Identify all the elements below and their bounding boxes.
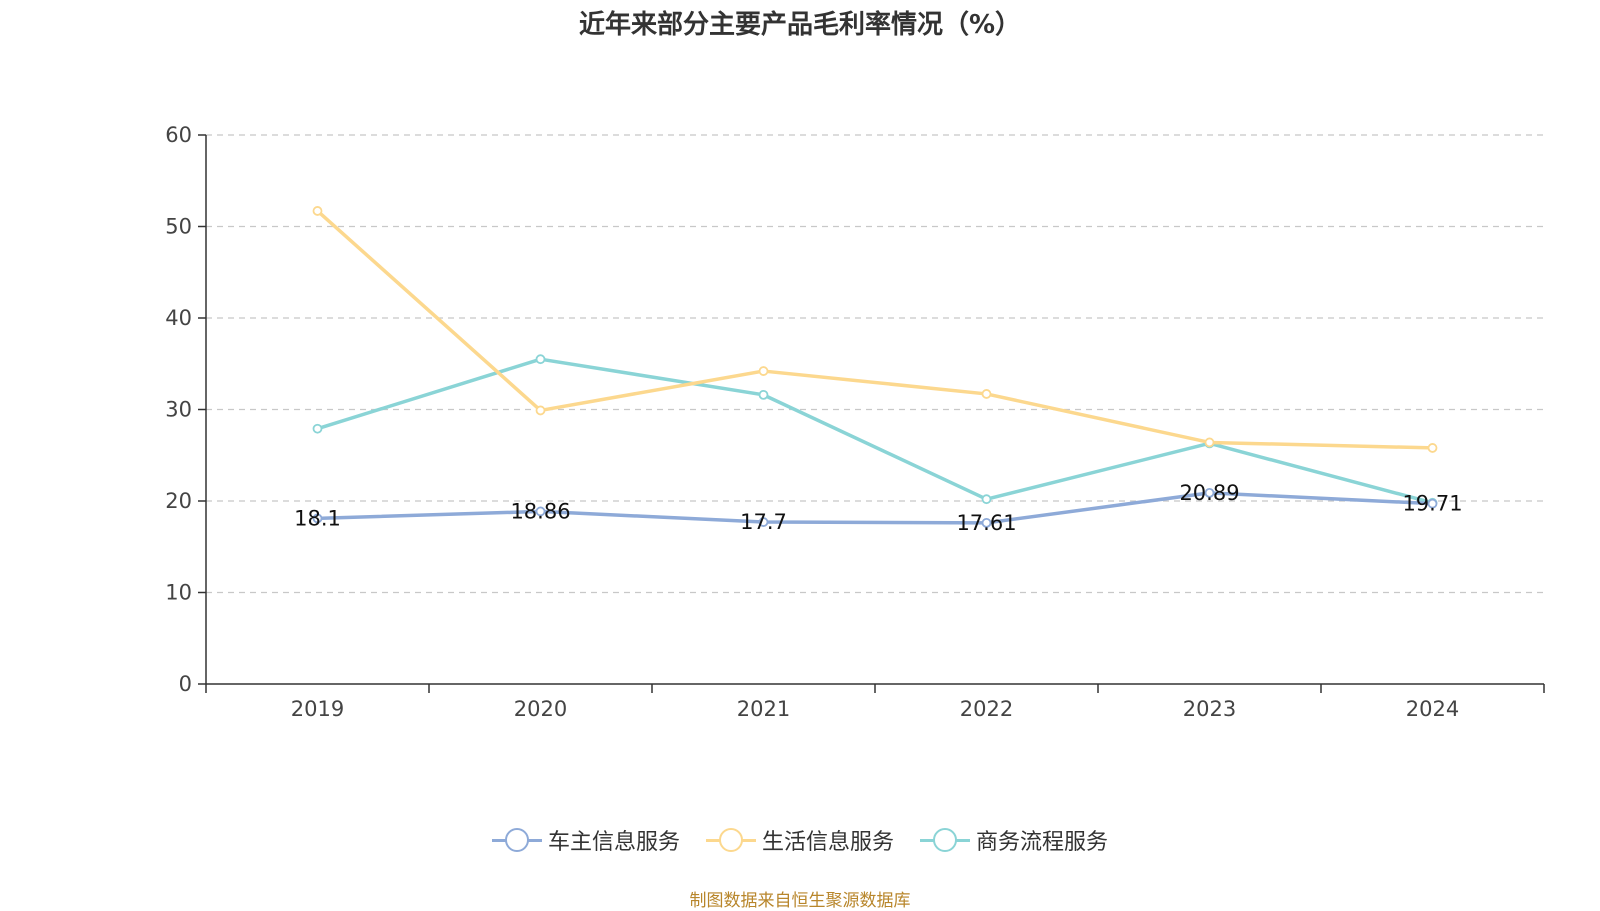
data-point <box>535 405 546 416</box>
legend-label: 车主信息服务 <box>547 830 680 855</box>
data-point <box>312 513 323 524</box>
data-label: 18.86 <box>510 499 570 523</box>
data-point <box>981 389 992 399</box>
data-point <box>312 423 323 434</box>
series-line <box>316 357 1433 505</box>
data-label: 17.61 <box>956 511 1016 535</box>
data-point <box>758 517 769 527</box>
data-point <box>1427 443 1438 453</box>
series-group <box>312 206 1438 528</box>
y-tick-label: 0 <box>179 672 192 696</box>
data-label: 18.1 <box>294 506 341 530</box>
x-tick-label: 2023 <box>1183 697 1236 721</box>
y-tick-label: 50 <box>165 215 192 239</box>
data-point <box>758 389 769 400</box>
data-labels: 18.1 18.86 17.7 17.61 20.89 19.71 <box>294 481 1462 535</box>
x-tick-label: 2020 <box>514 697 567 721</box>
data-point <box>758 366 769 376</box>
legend-item[interactable]: 生活信息服务 <box>705 824 894 856</box>
x-tick-label: 2024 <box>1406 697 1459 721</box>
x-tick-label: 2019 <box>291 697 344 721</box>
legend-line-circle-icon <box>920 827 970 853</box>
grid-lines <box>206 134 1544 594</box>
y-tick-label: 10 <box>165 581 192 605</box>
data-point <box>1204 487 1215 498</box>
data-point <box>1427 498 1438 509</box>
y-tick-label: 20 <box>165 489 192 513</box>
x-tick-label: 2021 <box>737 697 790 721</box>
y-axis-ticks: 0 10 20 30 40 50 60 <box>165 123 206 696</box>
legend-label: 商务流程服务 <box>976 830 1109 855</box>
data-point <box>535 506 546 517</box>
series-line <box>316 209 1433 450</box>
data-point <box>981 517 992 528</box>
data-label: 20.89 <box>1179 481 1239 505</box>
chart-title: 近年来部分主要产品毛利率情况（%） <box>578 10 1022 40</box>
y-tick-label: 60 <box>165 123 192 147</box>
data-label: 17.7 <box>740 510 787 534</box>
series-line <box>317 491 1433 525</box>
legend-label: 生活信息服务 <box>761 830 894 855</box>
source-footer: 制图数据来自恒生聚源数据库 <box>689 891 911 911</box>
x-axis-ticks: 2019 2020 2021 2022 2023 2024 <box>205 684 1545 721</box>
legend: 车主信息服务 生活信息服务 商务流程服务 <box>0 824 1600 856</box>
data-point <box>981 494 992 505</box>
data-label: 19.71 <box>1402 492 1462 516</box>
legend-item[interactable]: 商务流程服务 <box>920 824 1108 856</box>
y-tick-label: 40 <box>165 306 192 330</box>
legend-line-circle-icon <box>705 827 756 853</box>
legend-item[interactable]: 车主信息服务 <box>491 824 680 856</box>
legend-line-circle-icon <box>491 827 542 853</box>
x-tick-label: 2022 <box>960 697 1013 721</box>
data-point <box>1204 437 1215 448</box>
y-tick-label: 30 <box>165 398 192 422</box>
data-point <box>312 206 323 216</box>
data-point <box>535 354 546 365</box>
